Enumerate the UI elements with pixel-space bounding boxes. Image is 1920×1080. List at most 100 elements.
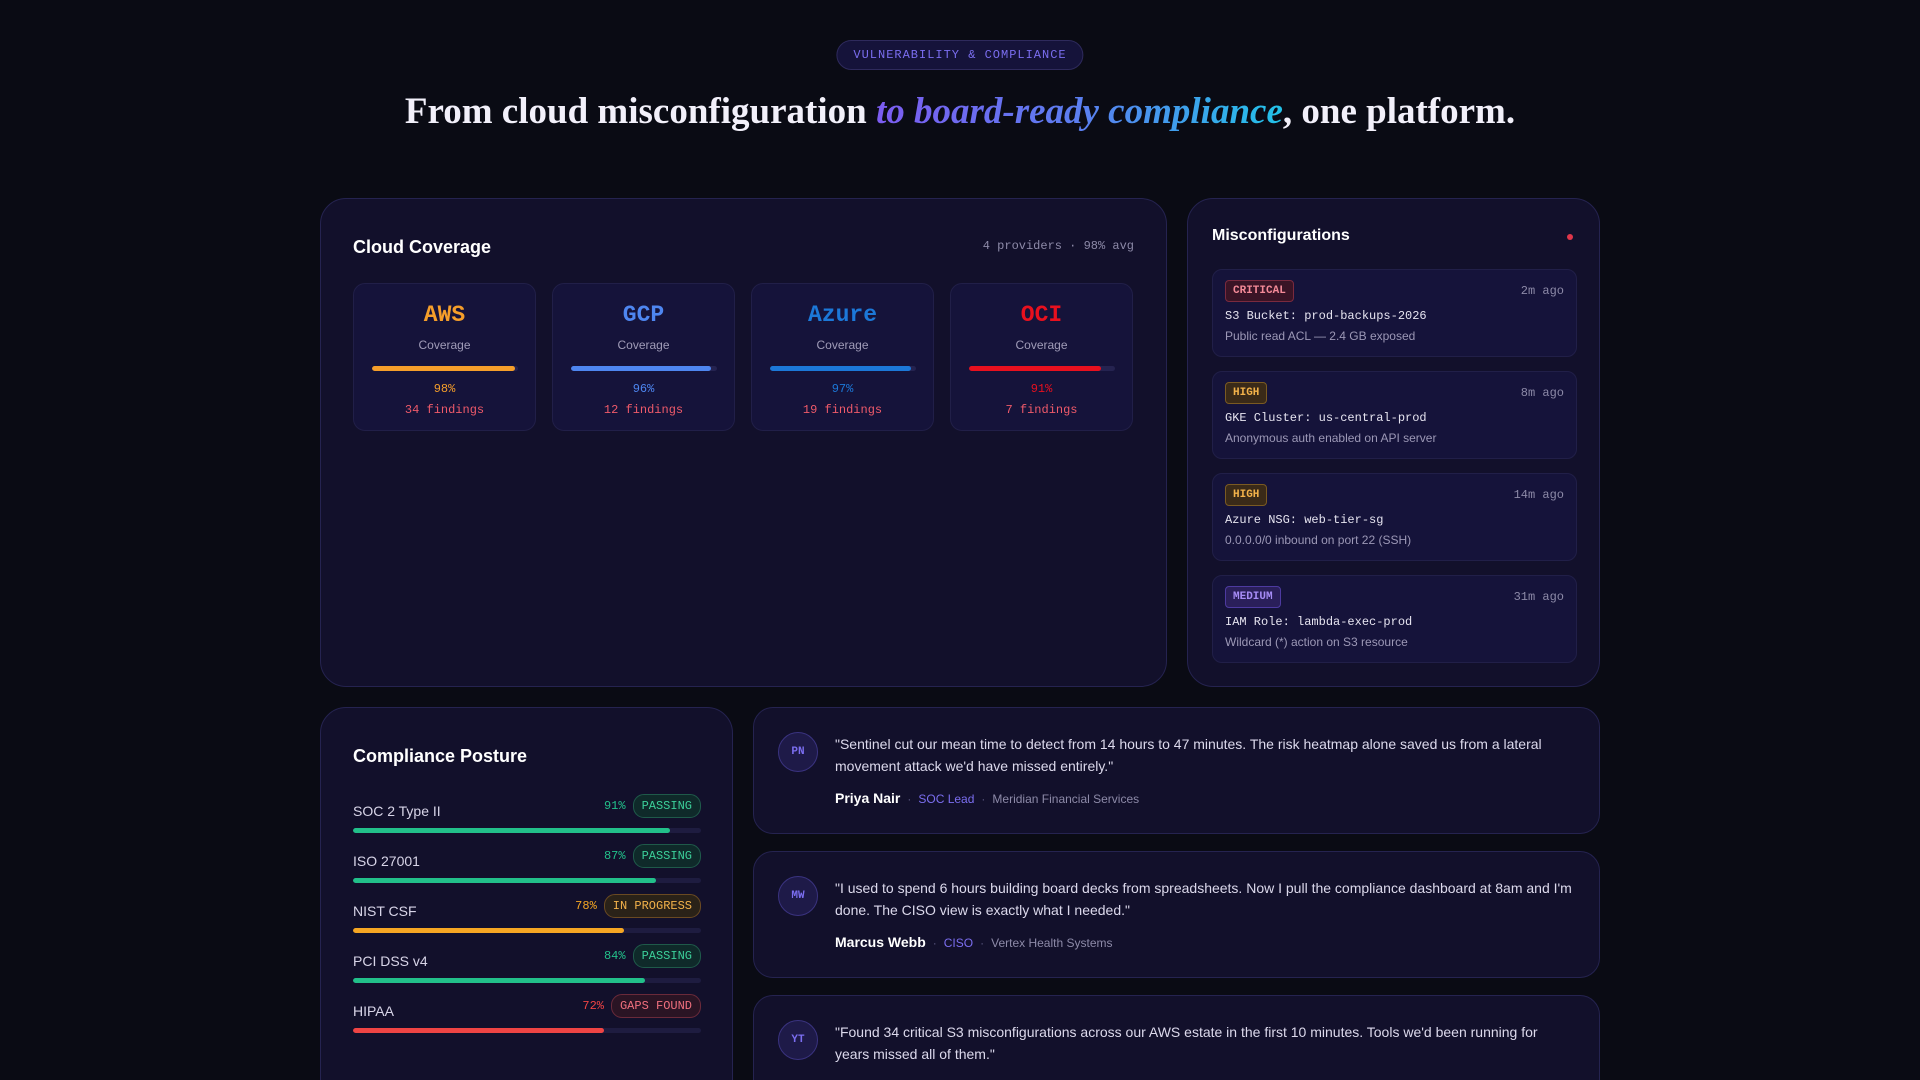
- provider-name: AWS: [423, 302, 466, 328]
- resource-name: S3 Bucket: prod-backups-2026: [1225, 309, 1427, 323]
- detected-time: 8m ago: [1520, 386, 1564, 400]
- misconfiguration-item[interactable]: HIGH 8m ago GKE Cluster: us-central-prod…: [1212, 371, 1577, 459]
- framework-percent: 72%: [582, 999, 604, 1013]
- framework-progress-fill: [353, 978, 646, 983]
- provider-list: AWS Coverage 98% 34 findings GCP Coverag…: [353, 283, 1133, 431]
- issue-description: Wildcard (*) action on S3 resource: [1225, 635, 1408, 649]
- framework-name: SOC 2 Type II: [353, 803, 441, 819]
- resource-name: Azure NSG: web-tier-sg: [1225, 513, 1384, 527]
- avatar: MW: [778, 876, 818, 916]
- framework-percent: 87%: [603, 849, 626, 863]
- framework-row[interactable]: SOC 2 Type II 91% PASSING: [353, 794, 701, 844]
- coverage-bar: [769, 366, 916, 371]
- cloud-coverage-card: Cloud Coverage 4 providers · 98% avg AWS…: [320, 198, 1167, 687]
- author-name: Marcus Webb: [835, 934, 926, 950]
- coverage-bar: [371, 366, 518, 371]
- framework-list: SOC 2 Type II 91% PASSING ISO 27001 87% PA…: [353, 794, 701, 1044]
- author-name: Priya Nair: [835, 790, 901, 806]
- testimonial-card: YT "Found 34 critical S3 misconfiguratio…: [753, 995, 1600, 1080]
- coverage-percent: 91%: [1030, 382, 1053, 396]
- framework-row[interactable]: HIPAA 72% GAPS FOUND: [353, 994, 701, 1044]
- coverage-bar-fill: [371, 366, 515, 371]
- testimonial-card: MW "I used to spend 6 hours building boa…: [753, 851, 1600, 978]
- resource-name: IAM Role: lambda-exec-prod: [1225, 615, 1413, 629]
- provider-label: Coverage: [816, 338, 869, 352]
- compliance-posture-title: Compliance Posture: [353, 746, 528, 766]
- issue-description: Anonymous auth enabled on API server: [1225, 431, 1437, 445]
- live-indicator-dot: [1567, 234, 1573, 240]
- framework-progress-bar: [353, 1028, 701, 1033]
- framework-percent: 84%: [603, 949, 626, 963]
- cloud-coverage-title: Cloud Coverage: [353, 237, 492, 257]
- misconfiguration-item[interactable]: MEDIUM 31m ago IAM Role: lambda-exec-pro…: [1212, 575, 1577, 663]
- framework-status-badge: PASSING: [632, 844, 701, 868]
- cloud-coverage-summary: 4 providers · 98% avg: [982, 239, 1134, 253]
- provider-label: Coverage: [418, 338, 471, 352]
- provider-name: Azure: [807, 302, 877, 328]
- severity-badge: CRITICAL: [1225, 280, 1294, 302]
- misconfiguration-list: CRITICAL 2m ago S3 Bucket: prod-backups-…: [1212, 269, 1577, 677]
- severity-badge: MEDIUM: [1225, 586, 1281, 608]
- author-role: SOC Lead: [918, 792, 975, 806]
- framework-status-badge: IN PROGRESS: [603, 894, 701, 918]
- headline-text-start: From cloud misconfiguration: [404, 91, 876, 132]
- framework-status-badge: PASSING: [632, 944, 701, 968]
- provider-name: OCI: [1020, 302, 1063, 328]
- framework-percent: 78%: [575, 899, 597, 913]
- framework-percent: 91%: [603, 799, 626, 813]
- section-eyebrow-badge: VULNERABILITY & COMPLIANCE: [836, 40, 1084, 70]
- headline-text-end: , one platform.: [1282, 91, 1516, 132]
- framework-progress-bar: [353, 928, 701, 933]
- framework-name: NIST CSF: [353, 903, 417, 919]
- framework-progress-fill: [353, 878, 656, 883]
- testimonial-author: Priya Nair · SOC Lead · Meridian Financial S…: [835, 790, 1139, 806]
- framework-status-badge: GAPS FOUND: [610, 994, 701, 1018]
- framework-progress-fill: [353, 828, 670, 833]
- provider-card-azure[interactable]: Azure Coverage 97% 19 findings: [751, 283, 934, 431]
- framework-row[interactable]: PCI DSS v4 84% PASSING: [353, 944, 701, 994]
- coverage-percent: 97%: [831, 382, 854, 396]
- detected-time: 31m ago: [1513, 590, 1564, 604]
- misconfiguration-item[interactable]: CRITICAL 2m ago S3 Bucket: prod-backups-…: [1212, 269, 1577, 357]
- coverage-bar: [968, 366, 1115, 371]
- coverage-bar: [570, 366, 717, 371]
- provider-label: Coverage: [617, 338, 670, 352]
- framework-row[interactable]: ISO 27001 87% PASSING: [353, 844, 701, 894]
- coverage-bar-fill: [570, 366, 711, 371]
- framework-name: HIPAA: [353, 1003, 394, 1019]
- coverage-bar-fill: [968, 366, 1102, 371]
- framework-row[interactable]: NIST CSF 78% IN PROGRESS: [353, 894, 701, 944]
- detected-time: 14m ago: [1513, 488, 1564, 502]
- author-company: Vertex Health Systems: [991, 936, 1113, 950]
- misconfigurations-title: Misconfigurations: [1212, 227, 1350, 244]
- severity-badge: HIGH: [1225, 382, 1268, 404]
- framework-progress-fill: [353, 928, 625, 933]
- testimonial-quote: "Sentinel cut our mean time to detect fr…: [835, 736, 1542, 774]
- testimonial-quote: "Found 34 critical S3 misconfigurations …: [835, 1024, 1538, 1062]
- misconfigurations-card: Misconfigurations CRITICAL 2m ago S3 Buc…: [1187, 198, 1600, 687]
- provider-card-oci[interactable]: OCI Coverage 91% 7 findings: [950, 283, 1133, 431]
- provider-card-gcp[interactable]: GCP Coverage 96% 12 findings: [552, 283, 735, 431]
- framework-name: ISO 27001: [353, 853, 420, 869]
- framework-status-badge: PASSING: [632, 794, 701, 818]
- findings-count: 7 findings: [1005, 403, 1078, 417]
- testimonial-quote: "I used to spend 6 hours building board …: [835, 880, 1572, 918]
- avatar: YT: [778, 1020, 818, 1060]
- detected-time: 2m ago: [1520, 284, 1564, 298]
- testimonial-author: Marcus Webb · CISO · Vertex Health Systems: [835, 934, 1113, 950]
- separator-dot: ·: [981, 792, 986, 806]
- issue-description: 0.0.0.0/0 inbound on port 22 (SSH): [1225, 533, 1412, 547]
- resource-name: GKE Cluster: us-central-prod: [1225, 411, 1427, 425]
- coverage-percent: 98%: [433, 382, 456, 396]
- separator-dot: ·: [907, 792, 912, 806]
- coverage-bar-fill: [769, 366, 912, 371]
- framework-progress-bar: [353, 878, 701, 883]
- compliance-posture-card: Compliance Posture SOC 2 Type II 91% PASS…: [320, 707, 733, 1080]
- provider-card-aws[interactable]: AWS Coverage 98% 34 findings: [353, 283, 536, 431]
- coverage-percent: 96%: [632, 382, 655, 396]
- framework-progress-fill: [353, 1028, 604, 1033]
- framework-progress-bar: [353, 978, 701, 983]
- findings-count: 34 findings: [404, 403, 485, 417]
- misconfiguration-item[interactable]: HIGH 14m ago Azure NSG: web-tier-sg 0.0.…: [1212, 473, 1577, 561]
